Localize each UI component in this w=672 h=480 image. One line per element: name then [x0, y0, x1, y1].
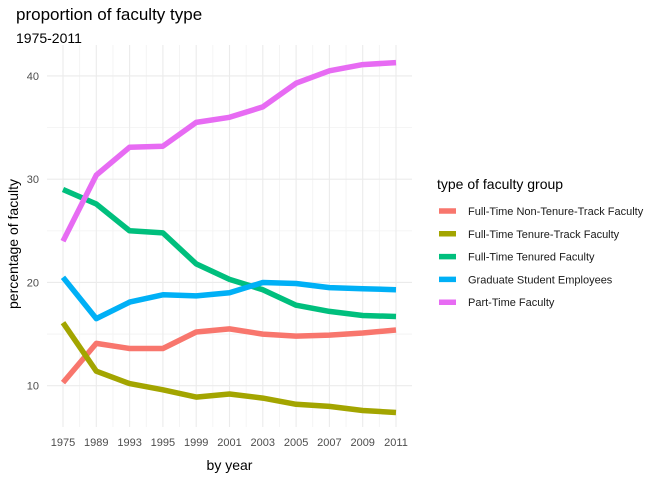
legend-label: Part-Time Faculty — [468, 297, 555, 309]
x-axis-ticks: 1975 1989 1993 1995 1999 2001 2003 2005 2007 2009… — [51, 437, 408, 449]
y-tick-label: 10 — [27, 381, 39, 393]
x-tick-label: 1999 — [184, 437, 208, 449]
major-gridlines — [47, 45, 412, 427]
series-line-1 — [60, 326, 397, 385]
series-line-4 — [60, 275, 397, 322]
x-tick-label: 2003 — [251, 437, 275, 449]
x-axis-title: by year — [207, 457, 253, 473]
series-line-3 — [61, 186, 397, 320]
legend-label: Full-Time Tenure-Track Faculty — [468, 229, 620, 241]
y-tick-label: 40 — [27, 71, 39, 83]
y-tick-label: 30 — [27, 174, 39, 186]
legend-label: Full-Time Tenured Faculty — [468, 252, 595, 264]
x-tick-label: 1993 — [117, 437, 141, 449]
x-tick-label: 2007 — [317, 437, 341, 449]
y-axis-ticks: 10 20 30 40 — [27, 71, 39, 393]
x-tick-label: 1995 — [151, 437, 175, 449]
series-lines — [60, 59, 397, 416]
chart-subtitle: 1975-2011 — [16, 30, 82, 46]
y-tick-label: 20 — [27, 277, 39, 289]
x-tick-label: 2011 — [384, 437, 408, 449]
series-line-5 — [60, 59, 397, 243]
series-line-2 — [60, 321, 397, 416]
legend-label: Full-Time Non-Tenure-Track Faculty — [468, 206, 644, 218]
minor-gridlines — [47, 45, 412, 427]
x-tick-label: 1989 — [84, 437, 108, 449]
legend-label: Graduate Student Employees — [468, 274, 613, 286]
y-axis-title: percentage of faculty — [5, 179, 21, 309]
legend: type of faculty group Full-Time Non-Tenu… — [437, 176, 644, 309]
legend-title: type of faculty group — [437, 176, 563, 192]
x-tick-label: 1975 — [51, 437, 75, 449]
x-tick-label: 2005 — [284, 437, 308, 449]
x-tick-label: 2001 — [217, 437, 241, 449]
x-tick-label: 2009 — [350, 437, 374, 449]
legend-items: Full-Time Non-Tenure-Track Faculty Full-T… — [439, 206, 644, 309]
chart-title: proportion of faculty type — [16, 5, 202, 24]
